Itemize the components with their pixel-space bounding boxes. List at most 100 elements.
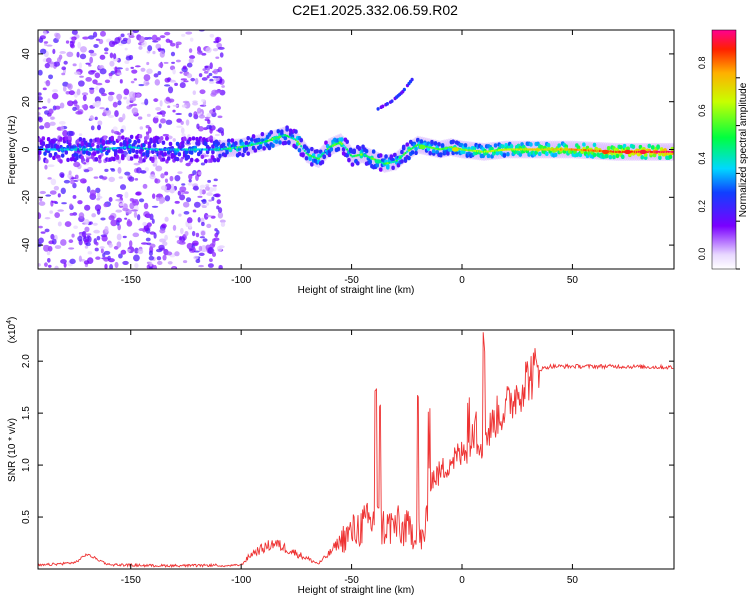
noise-blob (39, 197, 43, 202)
noise-blob (99, 246, 105, 249)
noise-blob (215, 105, 222, 111)
noise-blob (148, 255, 155, 261)
noise-blob (154, 178, 161, 184)
noise-blob (133, 162, 141, 166)
ridge-core (317, 157, 321, 160)
noise-blob (83, 169, 90, 173)
noise-blob (40, 48, 47, 55)
ridge-cell (182, 136, 187, 141)
noise-blob (169, 42, 176, 47)
noise-blob (84, 245, 89, 249)
ridge-core (559, 148, 563, 151)
ridge-core (183, 148, 186, 151)
ridge-core (649, 150, 653, 154)
noise-blob (38, 263, 41, 267)
noise-blob (186, 217, 193, 224)
noise-blob (182, 260, 188, 264)
ridge-core (448, 146, 451, 149)
noise-blob (93, 44, 99, 49)
noise-blob (155, 107, 162, 111)
ridge-cell (98, 154, 102, 160)
noise-blob (39, 190, 47, 195)
ridge-core (50, 148, 54, 151)
noise-blob (81, 104, 86, 109)
ridge-cell (606, 145, 611, 151)
noise-blob (181, 33, 186, 37)
noise-blob (212, 75, 219, 79)
ridge-cell (608, 154, 613, 160)
ridge-cell (620, 154, 625, 160)
ridge-cell (414, 146, 418, 152)
ridge-cell (401, 144, 406, 150)
noise-blob (131, 69, 138, 74)
ridge-cell (43, 151, 47, 156)
noise-blob (214, 228, 218, 232)
snr-multiplier: (x104) (6, 317, 18, 344)
noise-blob (174, 200, 180, 204)
noise-blob (90, 70, 97, 73)
noise-blob (61, 202, 67, 205)
noise-blob (78, 80, 85, 87)
snr-y-tick-label: 0.5 (21, 510, 32, 524)
ridge-cell (78, 137, 83, 142)
noise-blob (144, 167, 149, 172)
ridge-cell (80, 140, 84, 146)
ridge-cell (48, 153, 53, 158)
snr-y-tick-label: 1.5 (21, 406, 32, 420)
noise-blob (146, 113, 151, 117)
noise-blob (162, 241, 168, 247)
noise-blob (169, 79, 176, 83)
noise-blob (188, 248, 193, 251)
noise-blob (167, 261, 173, 265)
noise-blob (72, 194, 77, 199)
noise-blob (38, 112, 41, 116)
ridge-core (63, 148, 66, 151)
noise-blob (191, 141, 197, 145)
noise-blob (116, 72, 123, 75)
noise-blob (92, 79, 98, 85)
spectrogram-y-tick-label: 40 (21, 48, 32, 60)
ridge-core (497, 149, 501, 152)
ridge-cell (389, 154, 394, 159)
noise-blob (108, 176, 115, 183)
noise-blob (146, 61, 150, 66)
ridge-core (526, 148, 529, 151)
noise-blob (85, 77, 92, 82)
ridge-core (340, 142, 344, 145)
noise-blob (78, 255, 82, 262)
ridge-cell (41, 141, 46, 147)
ridge-cell (41, 136, 46, 141)
ridge-cell (147, 144, 152, 150)
noise-blob (118, 253, 123, 259)
ridge-cell (246, 135, 251, 141)
ridge-core (303, 149, 306, 153)
ridge-cell (345, 139, 349, 144)
noise-blob (69, 212, 74, 216)
noise-blob (159, 35, 166, 39)
noise-blob (152, 116, 159, 124)
noise-blob (207, 247, 214, 255)
ridge-core (349, 154, 352, 157)
noise-blob (145, 237, 151, 242)
ridge-cell (304, 156, 309, 161)
noise-blob (158, 123, 162, 129)
ridge-core (464, 148, 467, 152)
ridge-cell (652, 152, 657, 158)
noise-blob (104, 263, 108, 269)
ridge-core (582, 148, 586, 152)
ridge-core (437, 148, 441, 151)
noise-blob (172, 138, 176, 142)
ridge-core (598, 149, 601, 153)
ridge-cell (336, 146, 341, 152)
ridge-cell (119, 148, 123, 154)
noise-blob (198, 114, 205, 119)
noise-blob (171, 209, 175, 215)
ridge-cell (553, 152, 558, 158)
noise-blob (124, 171, 131, 176)
noise-blob (75, 111, 83, 115)
ridge-core (398, 156, 402, 159)
noise-blob (59, 172, 65, 178)
noise-blob (38, 201, 46, 206)
ridge-core (533, 148, 536, 151)
noise-blob (38, 154, 41, 161)
